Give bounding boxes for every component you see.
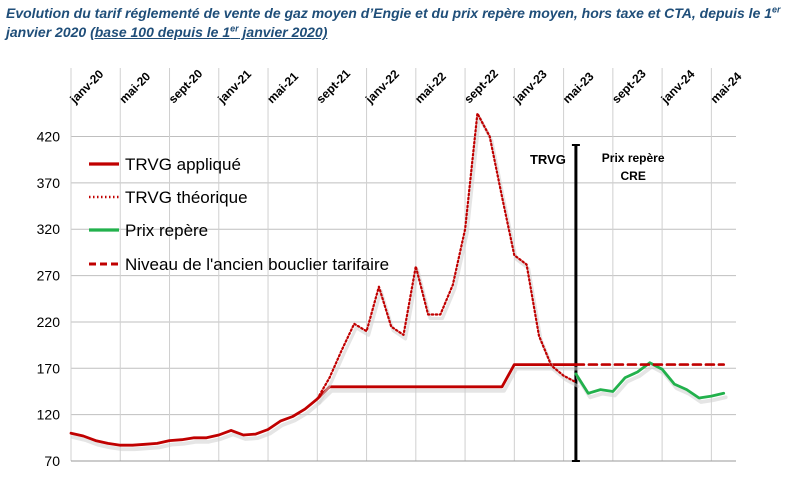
y-tick-label: 70: [44, 453, 60, 469]
x-tick-label: mai-23: [560, 69, 597, 106]
x-tick-label: mai-21: [264, 69, 301, 106]
title-underlined1: (base 100 depuis le 1: [90, 24, 231, 40]
series-shadow: [576, 364, 728, 404]
x-tick-label: mai-20: [116, 69, 153, 106]
series-line-2: [316, 112, 578, 400]
y-tick-label: 220: [37, 314, 61, 330]
series-shadow: [71, 366, 580, 452]
title-part2: janvier 2020: [6, 24, 91, 40]
x-tick-label: sept-20: [166, 66, 206, 106]
y-tick-label: 170: [37, 360, 61, 376]
annotation-cre: CRE: [620, 169, 645, 183]
x-tick-label: janv-23: [510, 67, 550, 107]
x-tick-label: mai-22: [412, 69, 449, 106]
title-underlined2: janvier 2020): [238, 24, 328, 40]
title-sup1: er: [772, 4, 781, 15]
legend-label: Niveau de l'ancien bouclier tarifaire: [125, 255, 389, 274]
x-tick-label: mai-24: [708, 69, 745, 106]
annotation-trvg: TRVG: [530, 152, 566, 167]
x-tick-label: janv-20: [67, 67, 107, 107]
x-tick-label: sept-23: [609, 66, 649, 106]
series-line-1: [69, 363, 578, 447]
legend-label: TRVG théorique: [125, 188, 248, 207]
y-tick-label: 120: [37, 407, 61, 423]
y-tick-label: 270: [37, 268, 61, 284]
y-tick-label: 370: [37, 175, 61, 191]
title-part1: Evolution du tarif réglementé de vente d…: [6, 5, 773, 21]
annotation-prix-repere: Prix repère: [602, 151, 665, 165]
chart-title: Evolution du tarif réglementé de vente d…: [6, 4, 786, 42]
legend-label: Prix repère: [125, 221, 208, 240]
series-shadow: [317, 115, 580, 405]
y-tick-label: 420: [37, 129, 61, 145]
x-tick-label: sept-21: [314, 66, 354, 106]
x-tick-label: sept-22: [461, 66, 501, 106]
title-sup2: er: [230, 23, 239, 34]
y-tick-label: 320: [37, 221, 61, 237]
x-tick-label: janv-21: [214, 67, 254, 107]
title-underlined: (base 100 depuis le 1er janvier 2020): [90, 24, 327, 40]
x-tick-label: janv-22: [362, 67, 402, 107]
legend-label: TRVG appliqué: [125, 155, 241, 174]
x-tick-label: janv-24: [658, 67, 698, 107]
